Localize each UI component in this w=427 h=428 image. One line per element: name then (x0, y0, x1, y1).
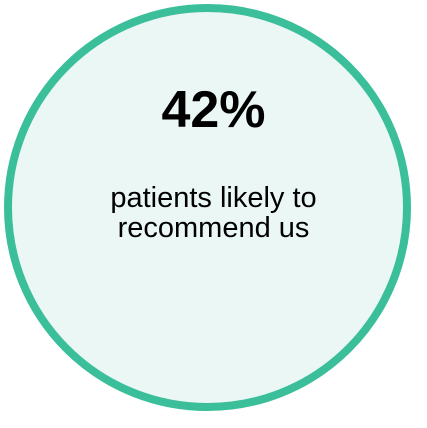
stat-caption: patients likely to recommend us (0, 183, 427, 243)
stat-circle (4, 4, 411, 411)
stat-caption-line-2: recommend us (117, 212, 310, 244)
stat-value: 42% (161, 81, 266, 139)
stat-caption-line-1: patients likely to (110, 182, 317, 214)
